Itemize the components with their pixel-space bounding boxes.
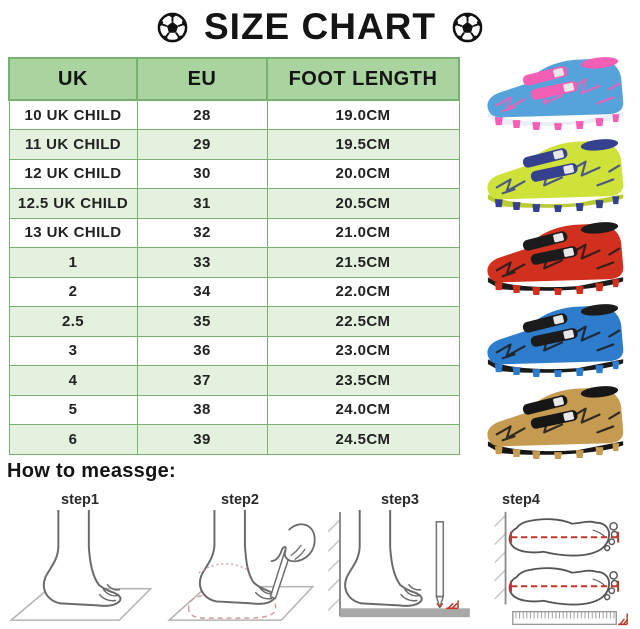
foot-on-paper-diagram	[9, 510, 153, 621]
shoe-photo-blue-pink	[487, 57, 624, 131]
table-row: 5 38 24.0CM	[8, 394, 460, 425]
step4-figure: step4	[480, 491, 640, 629]
step2-figure: step2	[160, 491, 320, 629]
eu-cell: 35	[136, 306, 268, 337]
heel-to-wall-diagram	[327, 510, 470, 618]
table-row: 13 UK CHILD 32 21.0CM	[8, 217, 460, 248]
step1-label: step1	[61, 492, 99, 508]
uk-cell: 10 UK CHILD	[8, 99, 138, 130]
uk-cell: 5	[8, 394, 138, 425]
uk-cell: 2	[8, 276, 138, 307]
size-table: UK EU FOOT LENGTH 10 UK CHILD 28 19.0CM 11…	[8, 57, 460, 455]
table-row: 4 37 23.5CM	[8, 365, 460, 396]
uk-cell: 2.5	[8, 306, 138, 337]
uk-cell: 3	[8, 335, 138, 366]
foot-length-cell: 22.5CM	[266, 306, 460, 337]
table-row: 10 UK CHILD 28 19.0CM	[8, 99, 460, 130]
trace-foot-diagram	[167, 510, 316, 621]
eu-cell: 37	[136, 365, 268, 396]
col-header-eu: EU	[136, 57, 268, 101]
table-row: 1 33 21.5CM	[8, 247, 460, 278]
shoe-photo-blue-black	[487, 303, 624, 377]
table-row: 12 UK CHILD 30 20.0CM	[8, 158, 460, 189]
shoe-photo-neon-green	[487, 139, 624, 213]
foot-length-cell: 24.5CM	[266, 424, 460, 455]
uk-cell: 13 UK CHILD	[8, 217, 138, 248]
eu-cell: 31	[136, 188, 268, 219]
measure-footprints-diagram	[494, 511, 628, 626]
col-header-uk: UK	[8, 57, 138, 101]
eu-cell: 30	[136, 158, 268, 189]
uk-cell: 12 UK CHILD	[8, 158, 138, 189]
step3-label: step3	[381, 492, 419, 508]
foot-length-cell: 20.5CM	[266, 188, 460, 219]
foot-length-cell: 19.0CM	[266, 99, 460, 130]
foot-length-cell: 19.5CM	[266, 129, 460, 160]
foot-length-cell: 20.0CM	[266, 158, 460, 189]
step4-label: step4	[502, 492, 540, 508]
table-row: 2.5 35 22.5CM	[8, 306, 460, 337]
uk-cell: 4	[8, 365, 138, 396]
step2-label: step2	[221, 492, 259, 508]
eu-cell: 38	[136, 394, 268, 425]
table-row: 12.5 UK CHILD 31 20.5CM	[8, 188, 460, 219]
shoe-photo-red-black	[487, 221, 624, 295]
table-row: 3 36 23.0CM	[8, 335, 460, 366]
soccer-ball-icon	[157, 12, 188, 42]
title-text: SIZE CHART	[204, 6, 436, 47]
shoe-photo-gold-black	[487, 386, 624, 460]
measure-steps: step1 step2 step3	[0, 491, 640, 629]
shoe-gallery	[478, 54, 638, 460]
eu-cell: 34	[136, 276, 268, 307]
eu-cell: 29	[136, 129, 268, 160]
step1-figure: step1	[0, 491, 160, 629]
table-row: 11 UK CHILD 29 19.5CM	[8, 129, 460, 160]
step3-figure: step3	[320, 491, 480, 629]
foot-length-cell: 21.0CM	[266, 217, 460, 248]
eu-cell: 36	[136, 335, 268, 366]
table-row: 6 39 24.5CM	[8, 424, 460, 455]
uk-cell: 6	[8, 424, 138, 455]
foot-length-cell: 23.5CM	[266, 365, 460, 396]
uk-cell: 1	[8, 247, 138, 278]
soccer-ball-icon	[452, 12, 483, 42]
table-row: 2 34 22.0CM	[8, 276, 460, 307]
eu-cell: 33	[136, 247, 268, 278]
eu-cell: 39	[136, 424, 268, 455]
eu-cell: 32	[136, 217, 268, 248]
col-header-foot-length: FOOT LENGTH	[266, 57, 460, 101]
foot-length-cell: 22.0CM	[266, 276, 460, 307]
header-row: UK EU FOOT LENGTH	[8, 57, 460, 101]
howto-heading: How to meassge:	[7, 460, 176, 482]
uk-cell: 11 UK CHILD	[8, 129, 138, 160]
uk-cell: 12.5 UK CHILD	[8, 188, 138, 219]
foot-length-cell: 24.0CM	[266, 394, 460, 425]
page-title: SIZE CHART	[0, 2, 640, 52]
eu-cell: 28	[136, 99, 268, 130]
foot-length-cell: 21.5CM	[266, 247, 460, 278]
foot-length-cell: 23.0CM	[266, 335, 460, 366]
